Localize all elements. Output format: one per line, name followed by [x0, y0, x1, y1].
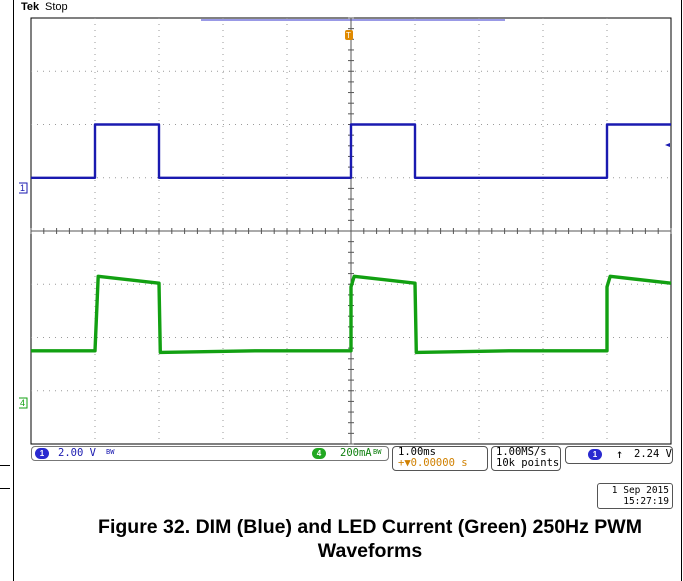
ch1-ground-marker [19, 182, 28, 194]
ch4-scale: 200mA [340, 447, 372, 459]
waveform-plot: 1 4 T [19, 17, 672, 445]
page-left-border [13, 0, 14, 581]
capture-time: 15:27:19 [623, 496, 669, 507]
traces [31, 123, 672, 355]
brand-label: Tek [21, 1, 40, 13]
page-right-border [681, 0, 682, 581]
timestamp: 1 Sep 2015 15:27:19 [597, 483, 673, 509]
trigger-source-indicator: 1 [588, 449, 602, 460]
figure-caption: Figure 32. DIM (Blue) and LED Current (G… [98, 516, 642, 562]
trigger-position-marker [345, 30, 353, 40]
capture-date: 1 Sep 2015 [611, 485, 669, 496]
side-tick-mark [0, 465, 10, 466]
led-current-trace [31, 274, 672, 355]
ch4-ground-marker [19, 397, 28, 409]
side-tick-mark [0, 488, 10, 489]
record-length: 10k points [496, 457, 560, 469]
ch1-indicator: 1 [35, 448, 49, 459]
acquisition-readout: 1.00MS/s 10k points [491, 446, 561, 471]
trigger-marker-label: T [346, 31, 351, 40]
trigger-readout: 1 ↑ 2.24 V [565, 446, 673, 464]
ch1-bandwidth-limit-icon: BW [106, 448, 115, 456]
trigger-delay: +▼0.00000 s [398, 457, 468, 469]
vertical-scale-readout: 1 2.00 V BW 4 200mA BW [31, 446, 389, 461]
sample-rate: 1.00MS/s [496, 446, 547, 458]
timebase: 1.00ms [398, 446, 436, 458]
trigger-level-arrow-icon [665, 143, 670, 147]
dim-trace [31, 123, 671, 180]
channel-markers: 1 4 T [19, 30, 670, 409]
horizontal-readout: 1.00ms +▼0.00000 s [392, 446, 488, 471]
ch1-scale: 2.00 V [58, 447, 96, 459]
ch4-bandwidth-limit-icon: BW [373, 448, 382, 456]
trigger-level: 2.24 V [634, 448, 672, 460]
graticule [30, 17, 672, 445]
ch4-indicator: 4 [312, 448, 326, 459]
ch4-marker-label: 4 [20, 398, 25, 408]
run-state-label: Stop [45, 1, 68, 13]
ch1-marker-label: 1 [20, 183, 25, 193]
rising-edge-icon: ↑ [616, 447, 624, 461]
oscilloscope-screen: Tek Stop 1 4 T 1 2.00 V BW 4 200mA BW 1.… [19, 0, 675, 471]
